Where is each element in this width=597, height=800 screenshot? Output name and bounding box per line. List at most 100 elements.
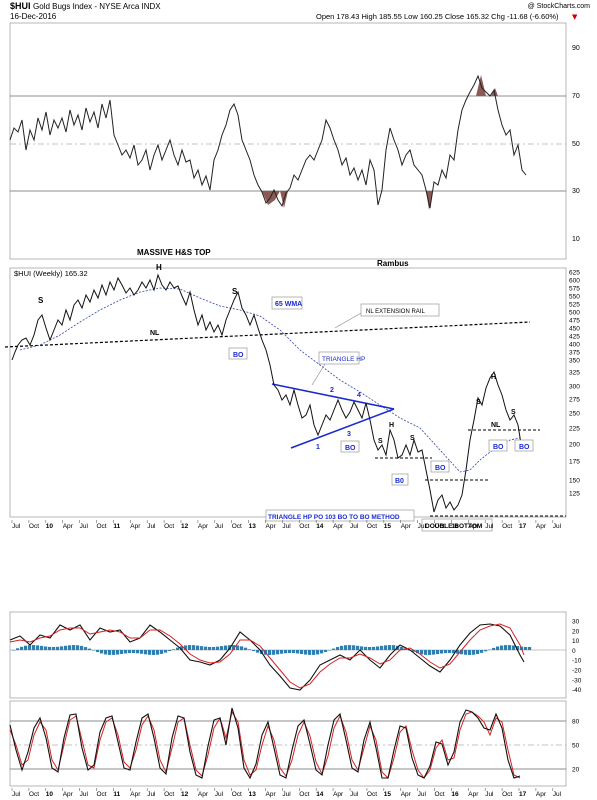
macd-histogram-bar <box>400 646 404 650</box>
macd-histogram-bar <box>412 650 416 652</box>
macd-histogram-bar <box>124 650 128 654</box>
macd-histogram-bar <box>376 646 380 650</box>
price-tick-label: 150 <box>569 478 580 485</box>
time-tick-label: 11 <box>113 523 120 530</box>
time-tick-label: Oct <box>97 791 107 798</box>
macd-histogram-bar <box>156 650 160 655</box>
price-legend: $HUI (Weekly) 165.32 <box>14 269 88 278</box>
rsi-oversold-fill <box>262 75 498 210</box>
time-tick-label: Apr <box>333 523 344 530</box>
macd-histogram-bar <box>496 646 500 650</box>
macd-histogram-bar <box>208 646 212 650</box>
price-panel: $HUI (Weekly) 165.32 6256005755505255004… <box>4 263 580 532</box>
macd-histogram-bar <box>328 650 332 651</box>
h-label-mid: H <box>389 422 394 429</box>
macd-histogram-bar <box>216 646 220 650</box>
macd-histogram-bar <box>236 645 240 650</box>
nl-label-left: NL <box>150 330 160 337</box>
macd-histogram <box>12 645 532 655</box>
triangle-point-3: 3 <box>347 431 351 438</box>
bo-rect-3 <box>391 473 409 486</box>
macd-histogram-bar <box>388 645 392 650</box>
macd-histogram-bar <box>476 650 480 655</box>
time-tick-label: Apr <box>468 791 479 798</box>
macd-histogram-bar <box>224 645 228 650</box>
macd-histogram-bar <box>480 650 484 653</box>
macd-histogram-bar <box>240 646 244 650</box>
macd-signal-line <box>9 623 525 689</box>
macd-histogram-bar <box>244 647 248 650</box>
macd-histogram-bar <box>368 646 372 650</box>
triangle-hp-box: TRIANGLE HP <box>311 351 365 386</box>
stoch-tick-label: 80 <box>572 719 580 726</box>
macd-histogram-bar <box>296 650 300 654</box>
time-tick-label: Apr <box>63 523 74 530</box>
macd-histogram-bar <box>420 650 424 655</box>
bo-rect-1 <box>228 347 248 360</box>
macd-histogram-bar <box>516 646 520 650</box>
time-tick-label: Jul <box>12 523 21 530</box>
stockcharts-watermark: @ StockCharts.com <box>528 3 591 10</box>
time-tick-label: Oct <box>299 523 309 530</box>
macd-frame <box>9 611 567 699</box>
time-tick-label: Oct <box>164 791 174 798</box>
rsi-tick-90: 90 <box>572 45 580 52</box>
macd-histogram-bar <box>304 650 308 655</box>
bo-rect-2 <box>340 440 360 453</box>
macd-histogram-bar <box>284 650 288 654</box>
macd-histogram-bar <box>472 650 476 655</box>
macd-histogram-bar <box>308 650 312 655</box>
macd-histogram-bar <box>140 650 144 654</box>
macd-tick-label: 0 <box>572 648 576 655</box>
macd-histogram-bar <box>204 646 208 650</box>
s-label-left: S <box>38 296 44 305</box>
time-tick-label: Apr <box>266 791 277 798</box>
triangle-hp-pointer <box>311 363 326 386</box>
macd-histogram-bar <box>456 650 460 654</box>
triangle-hp-label: TRIANGLE HP <box>322 356 365 363</box>
price-tick-label: 250 <box>569 411 580 418</box>
macd-histogram-bar <box>20 646 24 650</box>
macd-histogram-bar <box>200 646 204 650</box>
price-tick-label: 275 <box>569 397 580 404</box>
time-tick-label: Jul <box>418 791 427 798</box>
triangle-point-4: 4 <box>357 392 361 399</box>
time-tick-label: Jul <box>215 523 224 530</box>
macd-histogram-bar <box>68 645 72 650</box>
macd-tick-label: -20 <box>572 668 582 675</box>
time-tick-label: Jul <box>80 523 89 530</box>
macd-histogram-bar <box>148 650 152 655</box>
price-tick-label: 625 <box>569 270 580 277</box>
time-tick-label: Oct <box>367 523 377 530</box>
macd-histogram-bar <box>64 645 68 650</box>
header: $HUI Gold Bugs Index - NYSE Arca INDX 16… <box>10 1 590 21</box>
macd-tick-label: 20 <box>572 628 580 635</box>
rsi-tick-50: 50 <box>572 141 580 148</box>
macd-histogram-bar <box>292 650 296 654</box>
time-tick-label: Apr <box>536 523 547 530</box>
stoch-frame <box>9 700 567 787</box>
macd-histogram-bar <box>160 650 164 654</box>
macd-histogram-bar <box>132 650 136 654</box>
macd-histogram-bar <box>524 646 528 650</box>
time-tick-label: Apr <box>130 791 141 798</box>
macd-histogram-bar <box>332 648 336 650</box>
price-tick-label: 575 <box>569 286 580 293</box>
nl-rail-pointer <box>334 312 362 329</box>
time-tick-label: Oct <box>502 523 512 530</box>
time-tick-label: Jul <box>282 791 291 798</box>
time-tick-label: 11 <box>113 791 120 798</box>
macd-histogram-bar <box>340 645 344 650</box>
price-tick-label: 125 <box>569 491 580 498</box>
stoch-d-line <box>9 710 521 779</box>
time-tick-label: 16 <box>451 791 459 798</box>
macd-histogram-bar <box>12 650 16 651</box>
stochastic-panel: 80 50 20 <box>9 700 580 787</box>
time-tick-label: Apr <box>333 791 344 798</box>
macd-histogram-bar <box>280 650 284 654</box>
rsi-tick-10: 10 <box>572 236 580 243</box>
macd-histogram-bar <box>120 650 124 654</box>
price-tick-label: 525 <box>569 302 580 309</box>
macd-histogram-bar <box>468 650 472 655</box>
